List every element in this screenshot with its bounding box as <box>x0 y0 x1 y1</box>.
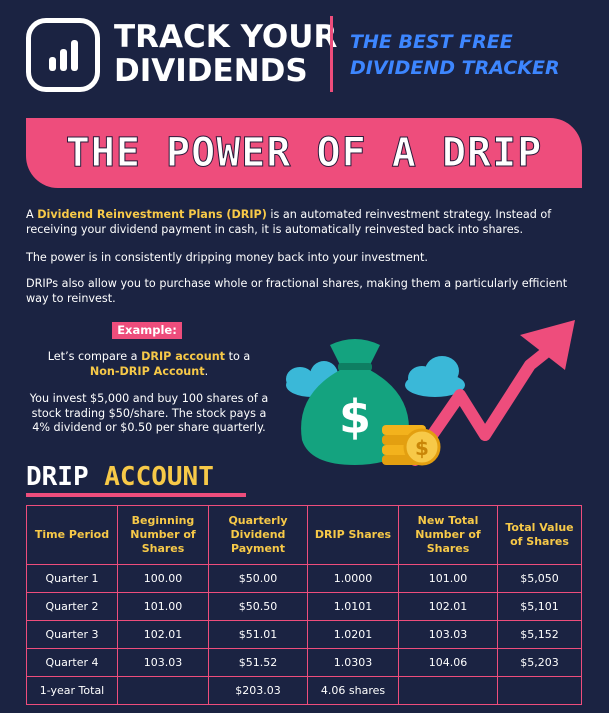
table-cell: 101.00 <box>398 564 498 593</box>
section-title-word-2: ACCOUNT <box>104 462 214 492</box>
section-title-word-1: DRIP <box>26 462 89 492</box>
section-title: DRIP ACCOUNT <box>26 462 214 492</box>
header-drip-shares: DRIP Shares <box>307 505 399 565</box>
example-non-drip-account: Non-DRIP Account <box>89 364 205 378</box>
table-row: Quarter 1 100.00 $50.00 1.0000 101.00 $5… <box>26 564 582 593</box>
example-line1-pre: Let’s compare a <box>47 350 142 363</box>
table-cell: 103.03 <box>117 648 209 677</box>
arrow-up-icon <box>409 320 575 466</box>
intro-paragraph-3: DRIPs also allow you to purchase whole o… <box>26 277 568 305</box>
section-underline <box>26 493 246 497</box>
brand-line-2: DIVIDENDS <box>114 53 308 89</box>
coin-stack-icon: $ <box>382 425 441 466</box>
table-header-row: Time Period Beginning Number of Shares Q… <box>26 505 582 565</box>
intro-paragraph-2: The power is in consistently dripping mo… <box>26 251 428 264</box>
table-cell: $5,152 <box>497 620 582 649</box>
table-cell: $203.03 <box>208 676 308 705</box>
table-cell: $50.50 <box>208 592 308 621</box>
table-cell: 103.03 <box>398 620 498 649</box>
header-total-value: Total Value of Shares <box>497 505 582 565</box>
example-line-2: You invest $5,000 and buy 100 shares of … <box>29 392 269 434</box>
brand-line-1: TRACK YOUR <box>114 19 338 55</box>
table-row: Quarter 3 102.01 $51.01 1.0201 103.03 $5… <box>26 620 582 649</box>
table-cell: 104.06 <box>398 648 498 677</box>
example-tag: Example: <box>112 322 182 339</box>
table-row: Quarter 2 101.00 $50.50 1.0101 102.01 $5… <box>26 592 582 621</box>
intro-p1-highlight: Dividend Reinvestment Plans (DRIP) <box>37 208 267 221</box>
drip-table: Time Period Beginning Number of Shares Q… <box>26 505 582 705</box>
table-cell <box>398 676 498 705</box>
table-cell: 1.0201 <box>307 620 399 649</box>
logo <box>26 18 100 92</box>
table-cell: $5,101 <box>497 592 582 621</box>
table-row: 1-year Total $203.03 4.06 shares <box>26 676 582 705</box>
example-line1-mid: to a <box>225 350 251 363</box>
table-cell: $5,203 <box>497 648 582 677</box>
header-time-period: Time Period <box>26 505 118 565</box>
table-cell: 101.00 <box>117 592 209 621</box>
example-drip-account: DRIP account <box>141 350 226 363</box>
example-line-1: Let’s compare a DRIP account to a Non-DRI… <box>24 350 274 379</box>
intro-p1-post: is an automated reinvestment strategy. I… <box>26 208 552 236</box>
page-title: THE POWER OF A DRIP <box>65 130 543 177</box>
title-banner: THE POWER OF A DRIP <box>26 118 582 188</box>
table-cell: $50.00 <box>208 564 308 593</box>
table-cell: $5,050 <box>497 564 582 593</box>
header: TRACK YOUR DIVIDENDS THE BEST FREE DIVID… <box>0 0 609 110</box>
table-cell: Quarter 3 <box>26 620 118 649</box>
table-cell: $51.01 <box>208 620 308 649</box>
table-cell: $51.52 <box>208 648 308 677</box>
intro-paragraph-1: A Dividend Reinvestment Plans (DRIP) is … <box>26 207 586 237</box>
header-new-total-shares: New Total Number of Shares <box>398 505 498 565</box>
header-divider <box>330 16 333 92</box>
table-row: Quarter 4 103.03 $51.52 1.0303 104.06 $5… <box>26 648 582 677</box>
bar-chart-icon <box>49 40 78 71</box>
intro-p1-pre: A <box>26 208 38 221</box>
table-cell: 102.01 <box>117 620 209 649</box>
table-cell <box>117 676 209 705</box>
tagline-line-1: THE BEST FREE <box>350 31 513 53</box>
table-cell: Quarter 4 <box>26 648 118 677</box>
cloud-icon <box>405 356 465 397</box>
table-cell: 1.0000 <box>307 564 399 593</box>
table-cell: 1.0101 <box>307 592 399 621</box>
drip-illustration: $ $ <box>270 315 600 475</box>
header-beginning-shares: Beginning Number of Shares <box>117 505 209 565</box>
money-bag-symbol: $ <box>339 390 371 444</box>
table-cell: Quarter 2 <box>26 592 118 621</box>
example-line1-post: . <box>204 364 209 378</box>
table-cell: 1-year Total <box>26 676 118 705</box>
table-cell <box>497 676 582 705</box>
tagline-line-2: DIVIDEND TRACKER <box>350 57 560 79</box>
table-cell: 1.0303 <box>307 648 399 677</box>
money-bag-icon: $ <box>301 339 409 465</box>
table-cell: Quarter 1 <box>26 564 118 593</box>
table-cell: 102.01 <box>398 592 498 621</box>
table-cell: 100.00 <box>117 564 209 593</box>
table-cell: 4.06 shares <box>307 676 399 705</box>
coin-symbol: $ <box>415 436 429 460</box>
header-quarterly-dividend: Quarterly Dividend Payment <box>208 505 308 565</box>
